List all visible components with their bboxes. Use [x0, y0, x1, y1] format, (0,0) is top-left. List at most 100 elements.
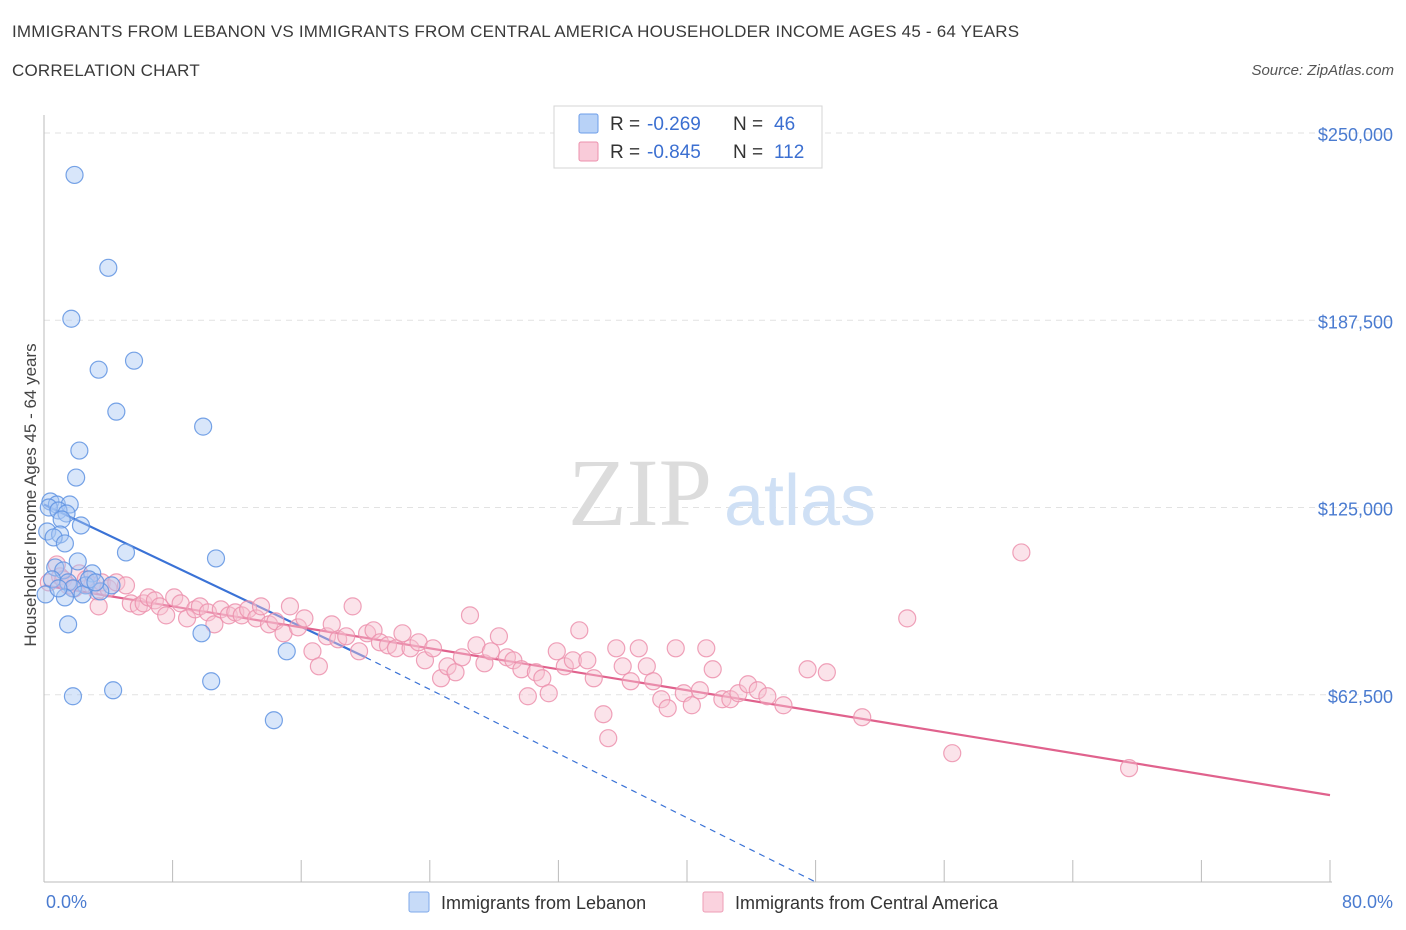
point-central-america-81: [584, 669, 603, 688]
point-central-america-87: [629, 639, 648, 658]
legend-n-label-central-america: N =: [733, 142, 763, 163]
point-central-america-94: [682, 696, 701, 715]
point-lebanon-3: [124, 351, 144, 370]
point-central-america-68: [489, 627, 509, 646]
point-lebanon-6: [194, 417, 213, 436]
point-lebanon-2: [62, 309, 81, 328]
y-tick-label-1: $125,000: [1318, 500, 1393, 520]
point-central-america-14: [116, 576, 136, 595]
point-central-america-62: [446, 663, 465, 682]
point-central-america-78: [563, 651, 582, 670]
point-lebanon-34: [55, 588, 74, 607]
point-central-america-74: [533, 669, 552, 688]
bottom-legend-swatch-lebanon: [408, 891, 430, 913]
point-central-america-107: [853, 708, 872, 727]
point-central-america-67: [481, 642, 500, 661]
point-lebanon-37: [192, 624, 211, 643]
point-central-america-40: [288, 618, 308, 637]
point-central-america-86: [621, 672, 640, 691]
point-central-america-110: [1012, 543, 1031, 562]
point-central-america-80: [578, 651, 597, 670]
point-central-america-91: [658, 699, 677, 718]
point-central-america-44: [317, 627, 337, 646]
point-central-america-64: [460, 606, 480, 625]
point-lebanon-39: [202, 672, 221, 691]
trend-line-lebanon: [43, 503, 366, 659]
point-central-america-63: [452, 648, 472, 667]
point-central-america-75: [539, 684, 558, 703]
point-lebanon-22: [206, 549, 226, 568]
point-lebanon-44: [49, 579, 68, 598]
y-tick-label-0: $62,500: [1328, 687, 1393, 707]
correlation-legend: R = -0.269 N = 46 R = -0.845 N = 112: [553, 105, 823, 169]
point-central-america-106: [817, 663, 836, 682]
point-central-america-95: [690, 681, 709, 700]
x-tick-labels: 0.0% 80.0%: [46, 892, 1393, 912]
point-lebanon-40: [104, 681, 123, 700]
axes: [43, 115, 1332, 883]
point-central-america-109: [943, 744, 962, 763]
point-lebanon-42: [264, 711, 283, 730]
point-central-america-97: [703, 660, 722, 679]
point-lebanon-7: [70, 441, 89, 460]
point-central-america-76: [547, 642, 566, 661]
point-central-america-102: [748, 681, 767, 700]
point-central-america-88: [637, 657, 656, 676]
point-lebanon-8: [67, 468, 86, 487]
point-lebanon-35: [73, 585, 92, 604]
data-points: [36, 165, 1139, 778]
series-lebanon-points: [36, 165, 296, 730]
point-lebanon-19: [44, 528, 63, 547]
point-lebanon-1: [99, 258, 118, 277]
point-lebanon-16: [71, 516, 91, 535]
legend-n-value-lebanon: 46: [774, 114, 795, 135]
point-central-america-85: [613, 657, 632, 676]
point-central-america-104: [774, 696, 793, 715]
point-central-america-90: [652, 690, 671, 709]
point-central-america-108: [898, 609, 917, 628]
point-central-america-71: [512, 660, 531, 679]
point-central-america-42: [303, 642, 322, 661]
point-central-america-96: [697, 639, 716, 658]
watermark-atlas: atlas: [724, 461, 876, 541]
point-central-america-21: [157, 606, 176, 625]
point-central-america-105: [798, 660, 817, 679]
point-lebanon-0: [65, 165, 84, 185]
point-central-america-49: [349, 642, 369, 661]
y-axis-label: Householder Income Ages 45 - 64 years: [21, 343, 40, 646]
point-lebanon-45: [86, 573, 105, 592]
point-central-america-84: [607, 639, 626, 658]
point-central-america-83: [599, 729, 618, 748]
legend-swatch-central-america: [578, 141, 599, 162]
x-tick-label-max: 80.0%: [1342, 892, 1393, 912]
point-lebanon-23: [68, 552, 87, 571]
point-central-america-11: [89, 597, 108, 616]
point-central-america-45: [322, 615, 341, 634]
point-central-america-101: [738, 675, 758, 694]
legend-r-value-central-america: -0.845: [647, 142, 701, 163]
legend-n-value-central-america: 112: [774, 142, 804, 163]
point-lebanon-4: [89, 360, 108, 379]
point-central-america-35: [251, 597, 271, 616]
point-central-america-92: [666, 639, 685, 658]
point-central-america-20: [150, 597, 169, 616]
point-central-america-0: [39, 573, 58, 592]
point-lebanon-20: [55, 534, 74, 553]
point-central-america-89: [644, 672, 663, 691]
trend-lines: [43, 503, 1331, 883]
legend-r-label-central-america: R =: [610, 142, 640, 163]
point-central-america-79: [570, 621, 589, 640]
legend-n-label-lebanon: N =: [733, 114, 763, 135]
point-lebanon-32: [91, 582, 110, 601]
bottom-legend-swatch-central-america: [702, 891, 724, 913]
y-tick-labels: $62,500 $125,000 $187,500 $250,000: [1318, 125, 1393, 707]
y-tick-label-2: $187,500: [1318, 312, 1393, 332]
watermark-zip: ZIP: [568, 439, 712, 546]
point-lebanon-36: [59, 615, 78, 634]
point-lebanon-41: [63, 687, 83, 706]
point-central-america-28: [205, 615, 224, 634]
point-central-america-19: [145, 591, 165, 610]
chart-subtitle: CORRELATION CHART: [12, 61, 200, 80]
bottom-legend-label-lebanon: Immigrants from Lebanon: [441, 893, 646, 913]
